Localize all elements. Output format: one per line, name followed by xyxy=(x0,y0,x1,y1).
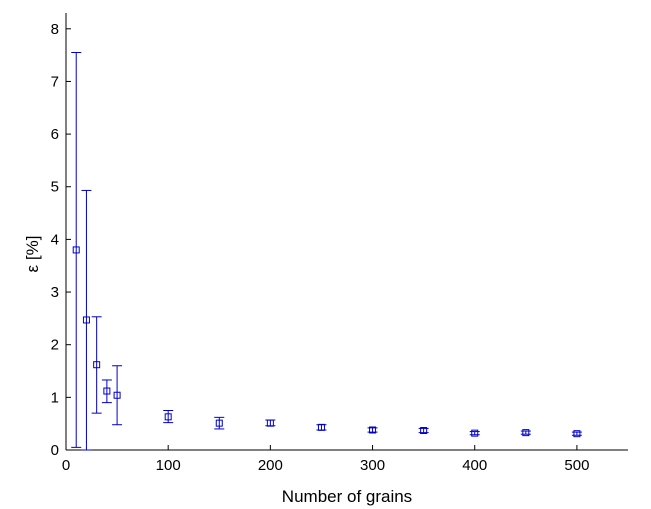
data-point xyxy=(573,430,581,438)
y-axis-label: ε [%] xyxy=(23,236,42,273)
data-point xyxy=(317,423,325,431)
y-tick-label: 2 xyxy=(51,337,59,354)
y-tick-label: 6 xyxy=(51,126,59,143)
data-marks xyxy=(71,51,582,451)
data-point xyxy=(93,361,101,369)
y-tick-label: 5 xyxy=(51,179,59,196)
axes xyxy=(65,13,628,451)
data-point xyxy=(369,426,377,434)
y-tick-label: 4 xyxy=(51,231,59,248)
x-axis-label: Number of grains xyxy=(282,487,412,506)
data-point xyxy=(471,429,479,437)
data-point xyxy=(420,427,428,435)
data-point xyxy=(522,429,530,437)
x-tick-label: 0 xyxy=(62,457,70,474)
y-tick-label: 7 xyxy=(51,73,59,90)
x-ticks: 0 100 200 300 400 500 xyxy=(62,445,589,474)
y-tick-label: 1 xyxy=(51,389,59,406)
y-tick-label: 3 xyxy=(51,284,59,301)
data-point xyxy=(72,246,80,254)
data-point xyxy=(266,419,274,427)
x-tick-label: 100 xyxy=(156,457,181,474)
x-tick-label: 300 xyxy=(360,457,385,474)
x-tick-label: 400 xyxy=(462,457,487,474)
data-point xyxy=(113,391,121,399)
x-tick-label: 200 xyxy=(258,457,283,474)
data-point xyxy=(215,419,223,427)
y-ticks: 0 1 2 3 4 5 6 7 8 xyxy=(51,21,71,459)
y-tick-label: 8 xyxy=(51,21,59,38)
data-point xyxy=(164,413,172,421)
y-tick-label: 0 xyxy=(51,442,59,459)
data-point xyxy=(82,316,90,324)
data-point xyxy=(103,387,111,395)
x-tick-label: 500 xyxy=(564,457,589,474)
